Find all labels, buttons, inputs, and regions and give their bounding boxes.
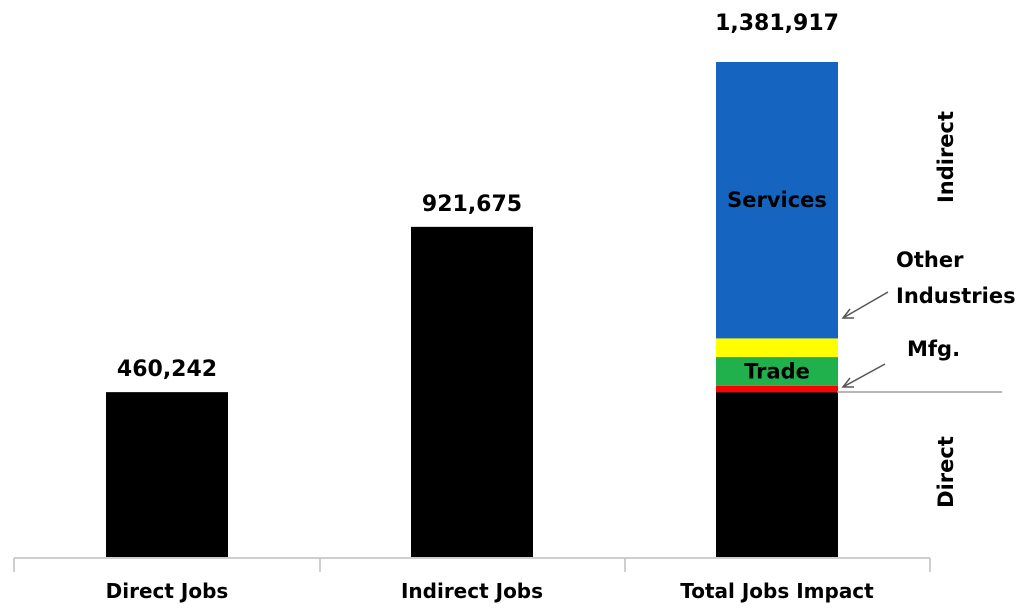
mfg-arrow bbox=[841, 363, 886, 388]
chart-marks: 460,242 921,675 Trade Services 1,381,917 bbox=[106, 11, 839, 557]
stack-segment-direct bbox=[716, 392, 838, 557]
stack-segment-label-trade: Trade bbox=[744, 359, 810, 383]
stack-segment-mfg bbox=[716, 385, 838, 393]
stack-segment-other bbox=[716, 338, 838, 358]
stack-segment-trade bbox=[716, 357, 838, 386]
bar-value-label: 460,242 bbox=[117, 357, 217, 382]
x-tick-label: Indirect Jobs bbox=[401, 579, 543, 603]
other-industries-arrow bbox=[841, 291, 889, 319]
x-tick-label: Direct Jobs bbox=[106, 579, 229, 603]
other-industries-label: Industries bbox=[896, 284, 1016, 308]
stack-segment-services bbox=[716, 62, 838, 339]
bar bbox=[411, 226, 533, 557]
bar bbox=[106, 392, 228, 557]
direct-label: Direct bbox=[934, 436, 958, 508]
bar-value-label: 921,675 bbox=[422, 192, 522, 217]
stack-segment-label-services: Services bbox=[727, 188, 827, 212]
indirect-label: Indirect bbox=[934, 111, 958, 203]
x-tick-label: Total Jobs Impact bbox=[680, 579, 874, 603]
mfg-label: Mfg. bbox=[907, 337, 960, 361]
bar-value-label: 1,381,917 bbox=[715, 11, 839, 36]
other-industries-label: Other bbox=[896, 248, 964, 272]
